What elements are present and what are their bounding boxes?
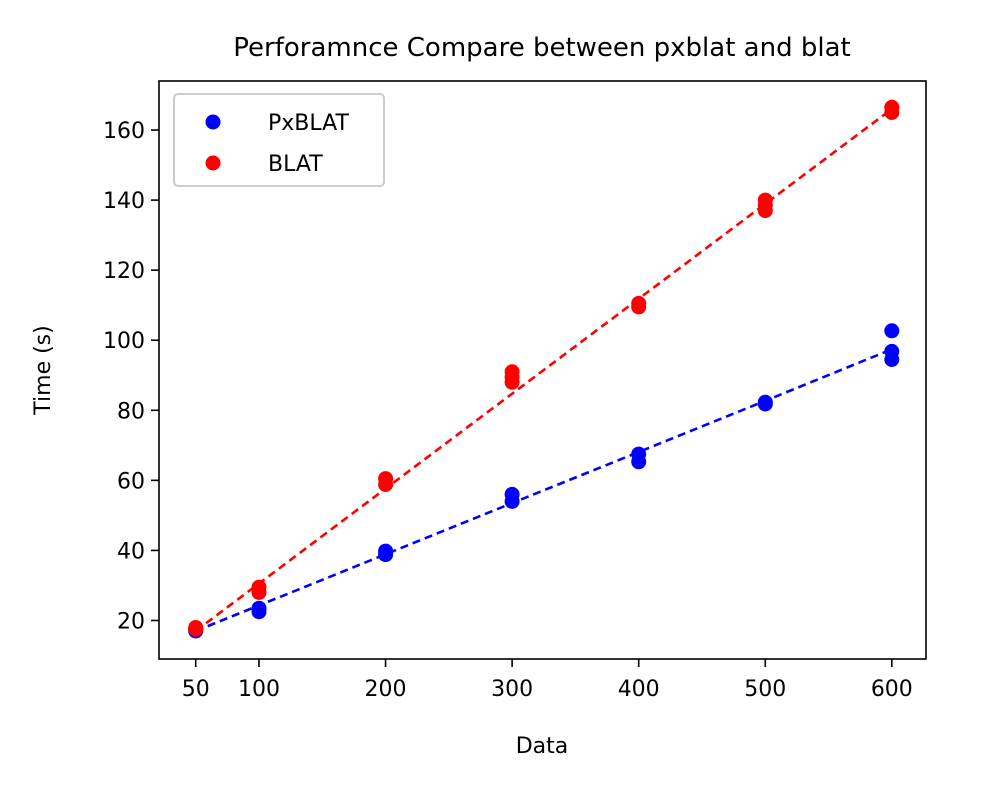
y-tick-label: 20 bbox=[117, 609, 145, 634]
x-tick-label: 600 bbox=[871, 677, 913, 702]
series-pxblat bbox=[188, 323, 900, 639]
data-point-pxblat bbox=[884, 323, 900, 339]
legend-label: BLAT bbox=[268, 152, 323, 177]
x-tick-label: 500 bbox=[744, 677, 786, 702]
data-point-blat bbox=[188, 620, 204, 635]
legend: PxBLAT BLAT bbox=[173, 93, 385, 187]
legend-marker bbox=[205, 114, 221, 130]
y-tick-label: 60 bbox=[117, 469, 145, 494]
data-point-pxblat bbox=[757, 394, 773, 410]
y-axis: 20 40 60 80 100 120 140 160 bbox=[103, 119, 159, 634]
y-tick-label: 80 bbox=[117, 399, 145, 424]
y-tick-label: 160 bbox=[103, 119, 145, 144]
data-point-blat bbox=[884, 99, 900, 115]
plot-frame bbox=[158, 80, 927, 660]
data-point-blat bbox=[378, 471, 394, 487]
x-axis: 50 100 200 300 400 500 600 bbox=[182, 659, 913, 702]
data-point-blat bbox=[631, 295, 647, 311]
series-blat bbox=[188, 99, 900, 637]
x-tick-label: 300 bbox=[491, 677, 533, 702]
legend-marker bbox=[205, 155, 221, 171]
data-point-blat bbox=[757, 192, 773, 208]
y-axis-label: Time (s) bbox=[31, 325, 56, 415]
trend-line-pxblat bbox=[195, 348, 893, 633]
x-axis-label: Data bbox=[516, 734, 569, 759]
legend-label: PxBLAT bbox=[268, 111, 349, 136]
data-point-pxblat bbox=[504, 486, 520, 502]
x-tick-label: 400 bbox=[618, 677, 660, 702]
y-tick-label: 40 bbox=[117, 539, 145, 564]
data-point-pxblat bbox=[378, 543, 394, 559]
y-tick-label: 100 bbox=[103, 329, 145, 354]
y-tick-label: 120 bbox=[103, 259, 145, 284]
chart-title: Perforamnce Compare between pxblat and b… bbox=[233, 33, 850, 63]
y-tick-label: 140 bbox=[103, 189, 145, 214]
x-tick-label: 50 bbox=[182, 677, 210, 702]
x-tick-label: 200 bbox=[365, 677, 407, 702]
plot-area bbox=[188, 99, 900, 639]
trend-line-blat bbox=[194, 107, 893, 633]
data-point-pxblat bbox=[884, 343, 900, 359]
x-tick-label: 100 bbox=[238, 677, 280, 702]
legend-box bbox=[173, 93, 385, 187]
data-point-blat bbox=[251, 579, 267, 595]
data-point-pxblat bbox=[251, 600, 267, 616]
data-point-pxblat bbox=[631, 446, 647, 462]
data-point-blat bbox=[504, 364, 520, 380]
